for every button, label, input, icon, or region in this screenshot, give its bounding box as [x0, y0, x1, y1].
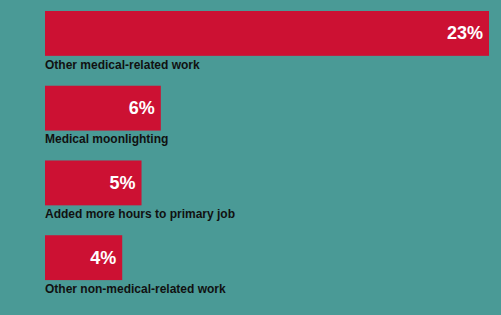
chart-container: 23% Other medical-related work 6% Medical m…	[0, 0, 501, 315]
labels: 23% Other medical-related work 6% Medical m…	[45, 23, 483, 295]
bars	[45, 11, 489, 280]
data-label: 6%	[129, 98, 155, 118]
chart-svg: 23% Other medical-related work 6% Medical m…	[0, 0, 501, 315]
data-label: 23%	[447, 23, 483, 43]
bar	[45, 160, 142, 205]
bar	[45, 235, 122, 280]
data-label: 4%	[90, 248, 116, 268]
category-label: Other medical-related work	[45, 58, 200, 72]
category-label: Other non-medical-related work	[45, 282, 226, 296]
data-label: 5%	[110, 173, 136, 193]
category-label: Added more hours to primary job	[45, 207, 235, 221]
background	[0, 0, 501, 315]
category-label: Medical moonlighting	[45, 132, 168, 146]
bar	[45, 86, 161, 131]
bar	[45, 11, 489, 56]
